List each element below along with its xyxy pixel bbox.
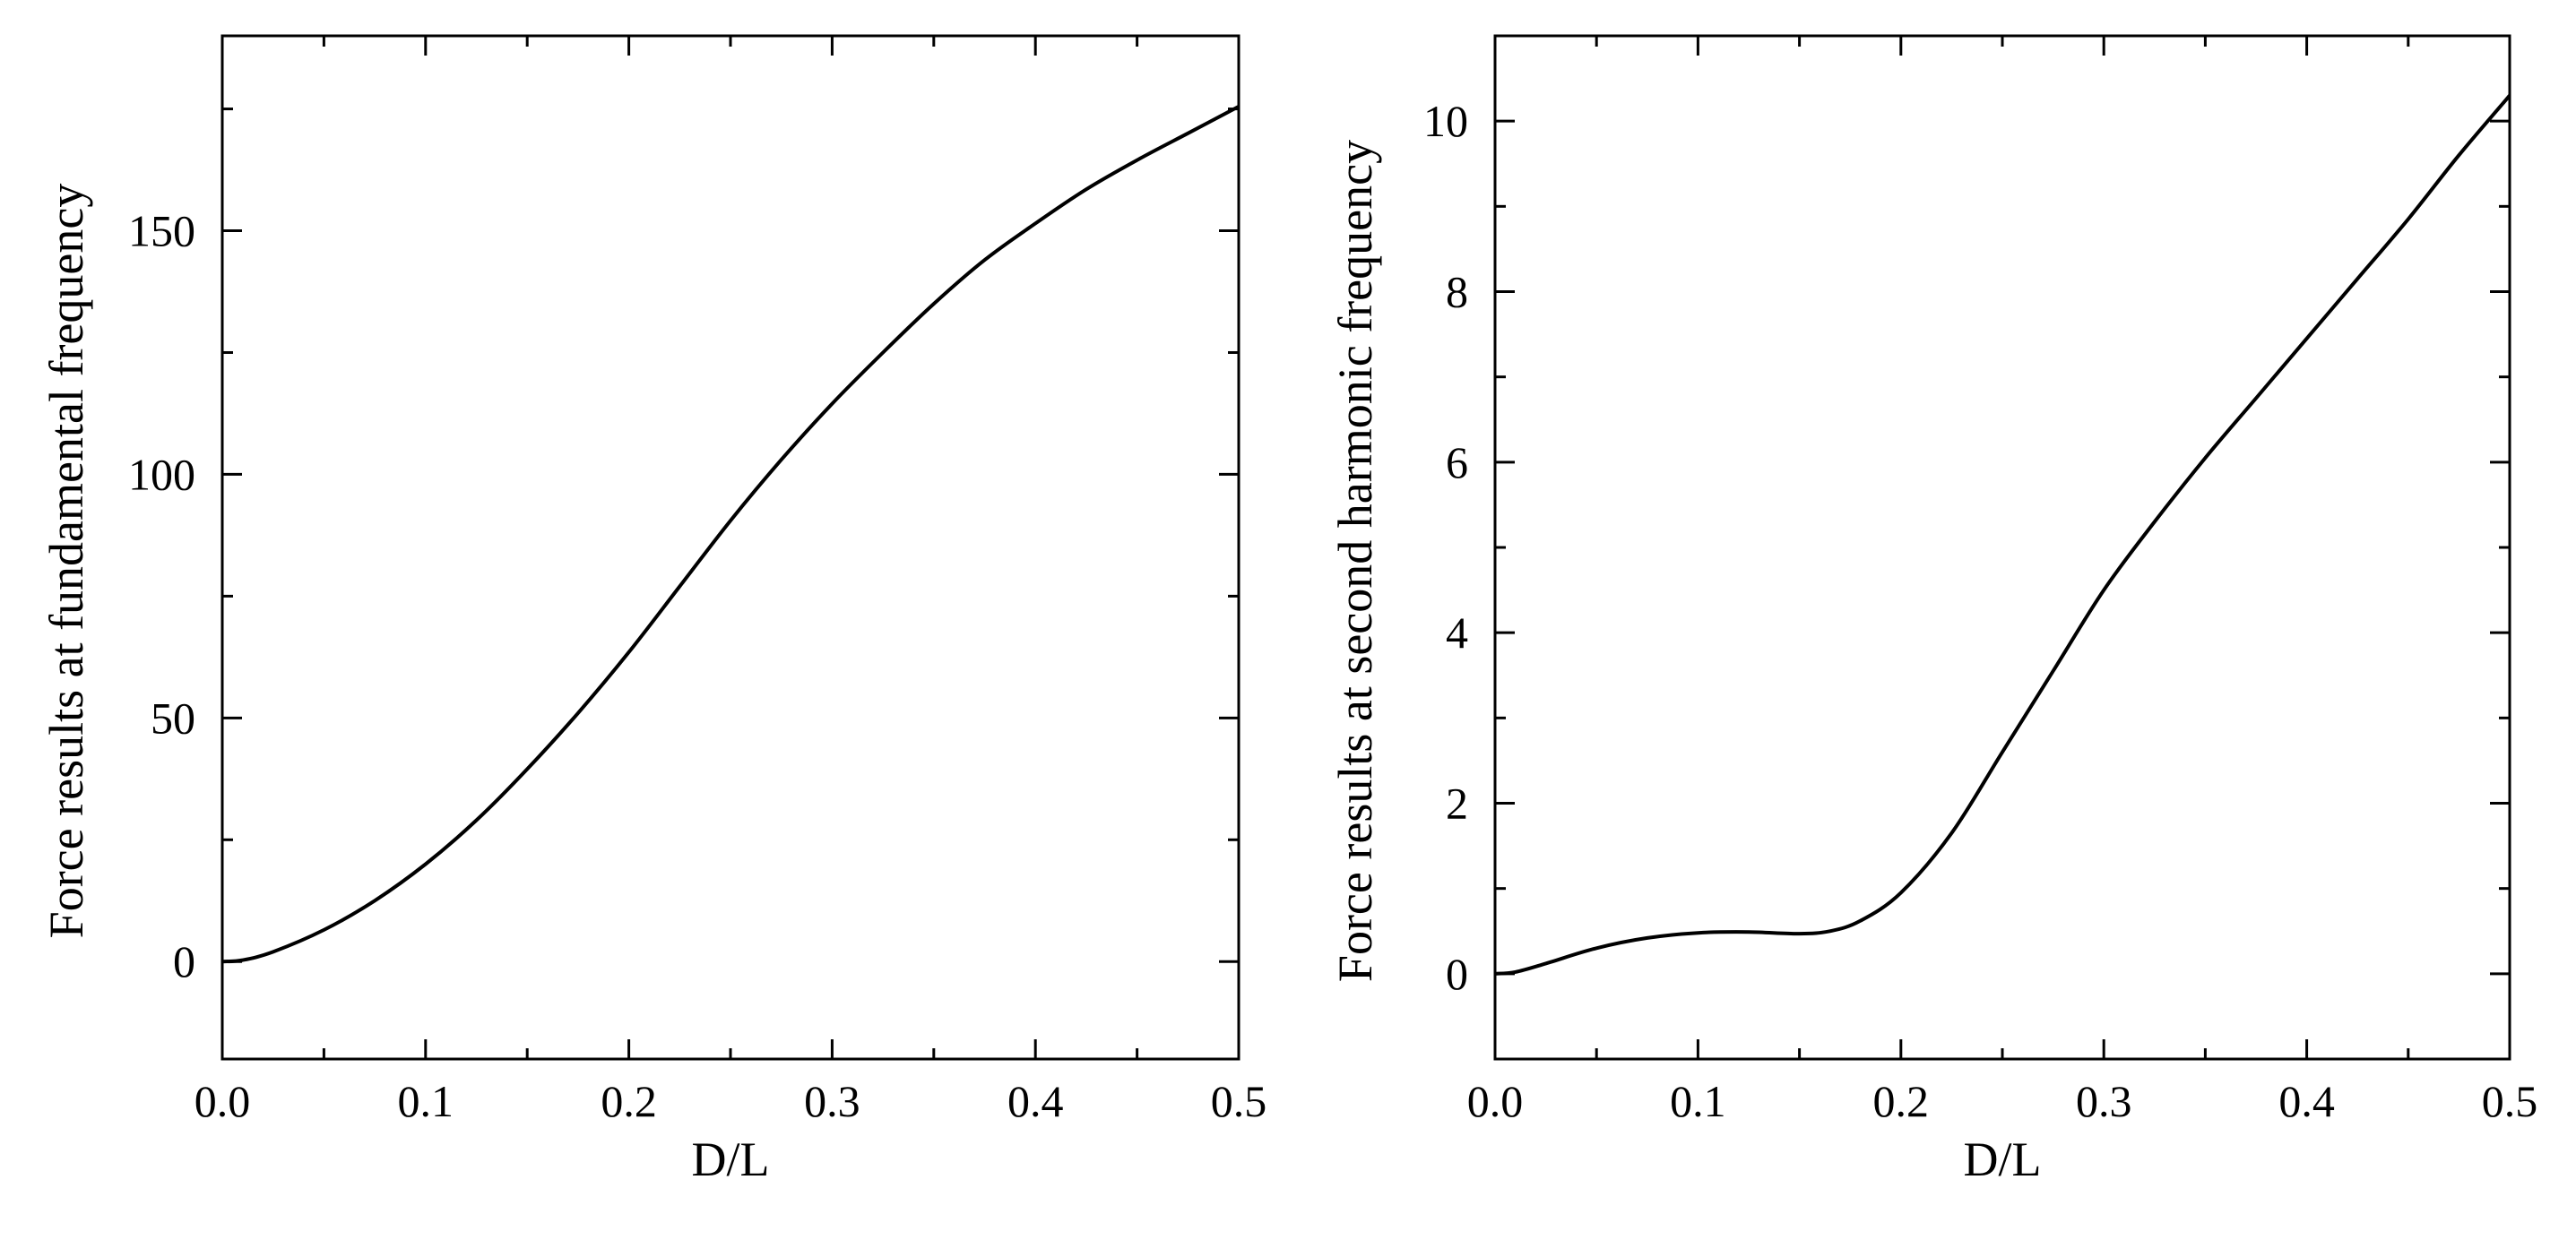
y-axis-label: Force results at second harmonic frequen… <box>1328 140 1382 982</box>
y-tick-label: 4 <box>1446 607 1468 658</box>
x-tick-label: 0.4 <box>2278 1076 2335 1126</box>
x-tick-label: 0.2 <box>1873 1076 1930 1126</box>
y-tick-label: 8 <box>1446 267 1468 317</box>
y-tick-label: 50 <box>151 693 195 743</box>
x-axis-label: D/L <box>1964 1132 2042 1186</box>
y-tick-label: 10 <box>1423 96 1468 146</box>
y-axis-label: Force results at fundamental frequency <box>39 184 93 939</box>
x-tick-label: 0.3 <box>804 1076 860 1126</box>
right-chart-panel: 0.0 0.1 0.2 0.3 0.4 0.5 0 2 4 6 8 10 D/L Force result… <box>1328 34 2538 1186</box>
left-chart-panel: 0.0 0.1 0.2 0.3 0.4 0.5 0 50 100 150 D/L Force resu… <box>39 34 1267 1186</box>
y-tick-label: 6 <box>1446 437 1468 487</box>
x-tick-label: 0.1 <box>1670 1076 1726 1126</box>
x-tick-label: 0.4 <box>1007 1076 1064 1126</box>
y-tick-label: 0 <box>1446 949 1468 999</box>
x-tick-label: 0.2 <box>601 1076 657 1126</box>
x-tick-label: 0.5 <box>2482 1076 2538 1126</box>
x-tick-label: 0.0 <box>1467 1076 1524 1126</box>
y-tick-label: 0 <box>173 936 195 986</box>
x-tick-label: 0.1 <box>398 1076 454 1126</box>
plot-frame <box>1493 34 2511 1061</box>
x-tick-label: 0.0 <box>194 1076 251 1126</box>
series-line-0 <box>1494 94 2511 976</box>
y-tick-label: 100 <box>128 449 195 499</box>
x-axis-label: D/L <box>692 1132 770 1186</box>
x-tick-label: 0.3 <box>2076 1076 2132 1126</box>
y-tick-label: 2 <box>1446 779 1468 829</box>
y-tick-label: 150 <box>128 206 195 256</box>
series-line-0 <box>221 105 1240 964</box>
x-tick-label: 0.5 <box>1211 1076 1267 1126</box>
